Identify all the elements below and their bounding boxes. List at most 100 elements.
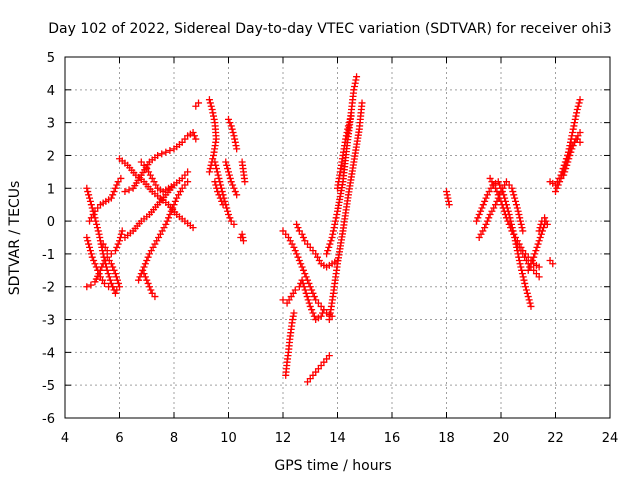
data-point-interp — [479, 201, 487, 209]
series-arc-29 — [443, 188, 453, 209]
data-point — [225, 211, 232, 219]
data-point — [225, 168, 232, 176]
data-point-interp — [562, 165, 570, 173]
data-point — [530, 253, 538, 261]
data-point — [502, 214, 510, 222]
data-point — [478, 204, 486, 212]
data-point-interp — [518, 270, 526, 278]
data-point-interp — [527, 260, 535, 268]
data-point-interp — [505, 220, 513, 228]
x-tick-label: 24 — [602, 431, 619, 446]
data-point — [162, 148, 170, 156]
data-point — [154, 151, 162, 159]
data-point — [116, 283, 123, 291]
data-point — [323, 250, 331, 258]
data-point — [238, 230, 246, 238]
data-point-interp — [515, 211, 523, 219]
data-point-interp — [190, 132, 198, 140]
data-point — [210, 151, 218, 159]
data-point — [573, 106, 581, 114]
data-point-interp — [143, 256, 151, 264]
data-point-interp — [96, 234, 104, 241]
data-point-interp — [333, 211, 341, 219]
data-point-interp — [98, 263, 106, 271]
x-tick-label: 10 — [220, 431, 237, 446]
data-point-interp — [570, 122, 578, 130]
data-point-interp — [553, 184, 561, 192]
y-tick-label: 1 — [47, 182, 55, 197]
data-point — [219, 201, 227, 209]
data-point-interp — [231, 138, 239, 146]
data-point-interp — [325, 243, 333, 251]
data-point-interp — [226, 119, 234, 127]
data-point-interp — [537, 220, 545, 228]
data-point-interp — [229, 181, 237, 189]
data-point-interp — [114, 240, 122, 248]
data-point-interp — [166, 147, 174, 155]
data-point — [560, 171, 568, 179]
data-point-interp — [308, 306, 316, 314]
data-point — [527, 302, 535, 310]
data-point — [101, 279, 109, 287]
data-point-interp — [536, 234, 544, 241]
data-point — [189, 128, 197, 136]
data-point — [347, 112, 355, 120]
data-point-interp — [565, 155, 573, 163]
data-point-interp — [141, 260, 149, 268]
data-point-interp — [504, 217, 512, 225]
data-point-interp — [214, 171, 222, 179]
data-point-interp — [85, 191, 93, 199]
data-point — [103, 266, 111, 274]
data-point — [241, 178, 249, 186]
data-point-interp — [302, 273, 310, 281]
data-point-interp — [518, 224, 526, 232]
data-point-interp — [224, 165, 232, 173]
data-point-interp — [105, 273, 113, 281]
y-tick-label: 4 — [47, 84, 55, 99]
data-point-interp — [573, 109, 581, 117]
y-tick-label: 0 — [47, 215, 55, 230]
data-point — [306, 283, 314, 291]
data-point-interp — [212, 161, 220, 169]
data-point — [325, 352, 333, 360]
data-point-interp — [501, 211, 509, 219]
series-arc-36 — [546, 256, 557, 268]
data-point — [167, 207, 175, 215]
data-point-interp — [567, 148, 575, 156]
data-point-interp — [522, 286, 530, 294]
data-point-interp — [493, 188, 501, 196]
data-point-interp — [309, 309, 317, 317]
data-point-interp — [299, 234, 307, 241]
data-point — [117, 174, 125, 182]
series-arc-31 — [475, 178, 527, 241]
data-point — [95, 230, 103, 238]
data-point-interp — [329, 227, 337, 235]
data-point — [497, 197, 505, 205]
series-arc-18 — [238, 158, 249, 186]
data-point-interp — [310, 312, 318, 320]
data-point — [576, 96, 584, 104]
y-tick-label: 2 — [47, 149, 55, 164]
data-point — [215, 174, 223, 182]
data-point — [99, 250, 107, 258]
series-arc-10 — [140, 270, 159, 301]
data-point-interp — [536, 224, 544, 232]
data-point — [279, 296, 287, 304]
x-tick-label: 16 — [384, 431, 401, 446]
data-point — [111, 270, 119, 278]
data-point — [95, 270, 103, 278]
data-point — [205, 96, 213, 104]
data-point-interp — [532, 247, 540, 255]
data-point-interp — [331, 217, 339, 225]
data-point — [86, 243, 94, 251]
series-arc-22 — [282, 309, 298, 379]
data-point — [184, 168, 192, 176]
data-point-interp — [228, 125, 236, 133]
data-point-interp — [511, 194, 519, 202]
data-point — [516, 260, 524, 268]
x-tick-label: 20 — [493, 431, 510, 446]
data-point — [317, 312, 325, 320]
series-arc-21 — [279, 227, 336, 320]
x-tick-label: 14 — [329, 431, 346, 446]
data-point-interp — [87, 250, 95, 258]
